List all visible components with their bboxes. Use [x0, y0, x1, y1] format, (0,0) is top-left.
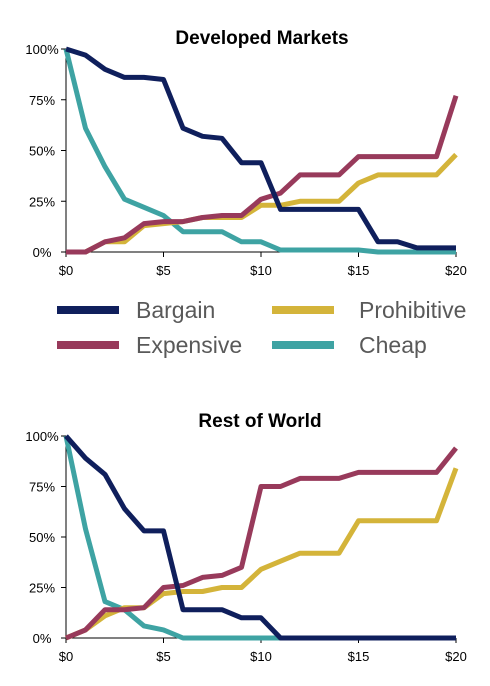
y-tick-label: 0% [33, 631, 52, 646]
x-tick-label: $10 [250, 649, 272, 664]
y-tick-label: 25% [29, 581, 55, 596]
chart-rest-of-world: Rest of World 0% 25% 50% 75% 100% $0 $5 $10 $15 $… [25, 411, 466, 664]
x-tick-label: $10 [250, 263, 272, 278]
y-tick-label: 50% [29, 144, 55, 159]
x-tick-label: $15 [348, 263, 370, 278]
x-tick-label: $0 [59, 649, 73, 664]
x-tick-label: $5 [156, 649, 170, 664]
series-line-expensive [66, 94, 459, 255]
legend-label-expensive: Expensive [136, 332, 242, 358]
chart-title: Developed Markets [175, 28, 348, 49]
legend-label-prohibitive: Prohibitive [359, 297, 466, 323]
y-tick-label: 50% [29, 530, 55, 545]
legend-item-expensive: Expensive [57, 332, 242, 358]
series-line-prohibitive [66, 152, 458, 255]
series-line-expensive [65, 446, 458, 641]
series-line-bargain [64, 434, 456, 641]
y-tick-label: 75% [29, 480, 55, 495]
x-tick-label: $5 [156, 263, 170, 278]
series-line-cheap [63, 48, 456, 255]
legend-item-prohibitive: Prohibitive [272, 297, 466, 323]
legend-label-bargain: Bargain [136, 297, 215, 323]
x-tick-label: $15 [348, 649, 370, 664]
y-tick-label: 75% [29, 93, 55, 108]
legend: Bargain Prohibitive Expensive Cheap [57, 297, 466, 358]
y-tick-label: 100% [25, 42, 59, 57]
legend-label-cheap: Cheap [359, 332, 427, 358]
x-tick-label: $0 [59, 263, 73, 278]
y-tick-label: 0% [33, 245, 52, 260]
chart-developed-markets: Developed Markets 0% 25% 50% 75% 100% $0 $5 $10… [25, 28, 466, 278]
series-line-bargain [65, 46, 456, 251]
chart-title: Rest of World [198, 411, 321, 432]
x-tick-label: $20 [445, 263, 467, 278]
legend-item-bargain: Bargain [57, 297, 215, 323]
y-tick-label: 25% [29, 194, 55, 209]
legend-item-cheap: Cheap [272, 332, 427, 358]
y-tick-label: 100% [25, 429, 59, 444]
x-tick-label: $20 [445, 649, 467, 664]
